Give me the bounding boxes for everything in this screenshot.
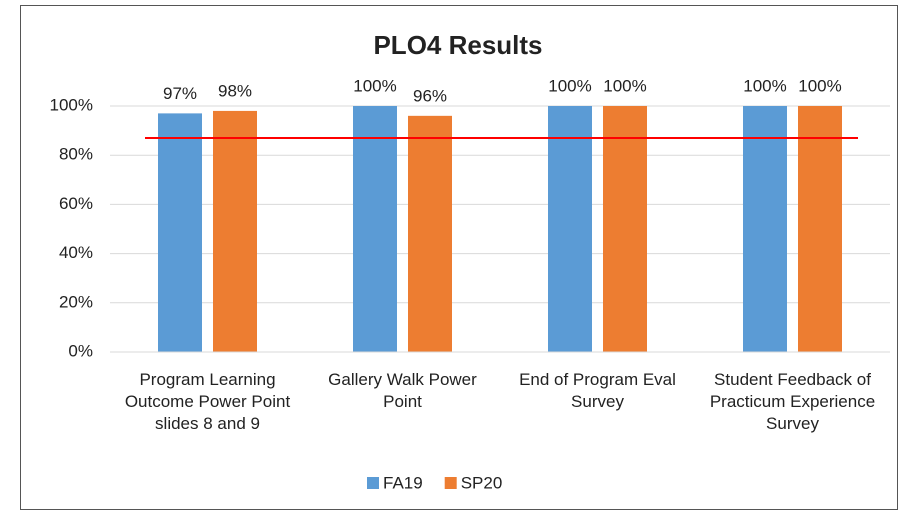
data-label: 100% bbox=[798, 76, 841, 95]
bar bbox=[798, 106, 842, 352]
y-tick-label: 40% bbox=[59, 243, 93, 262]
y-tick-label: 60% bbox=[59, 194, 93, 213]
data-label: 100% bbox=[548, 76, 591, 95]
bar bbox=[603, 106, 647, 352]
data-label: 100% bbox=[743, 76, 786, 95]
data-label: 97% bbox=[163, 84, 197, 103]
data-label: 98% bbox=[218, 81, 252, 100]
y-tick-label: 0% bbox=[68, 341, 93, 360]
x-tick-label: Program Learning Outcome Power Point sli… bbox=[124, 370, 291, 433]
x-tick-label: Student Feedback of Practicum Experience… bbox=[709, 370, 876, 433]
y-tick-label: 20% bbox=[59, 292, 93, 311]
bar bbox=[548, 106, 592, 352]
chart-title: PLO4 Results bbox=[373, 30, 542, 60]
data-label: 96% bbox=[413, 86, 447, 105]
bar bbox=[158, 113, 202, 352]
data-label: 100% bbox=[603, 76, 646, 95]
bar bbox=[408, 115, 452, 352]
y-tick-label: 100% bbox=[50, 95, 93, 114]
legend-swatch bbox=[444, 477, 457, 489]
legend-label: FA19 bbox=[383, 473, 423, 492]
bar bbox=[743, 106, 787, 352]
y-tick-label: 80% bbox=[59, 145, 93, 164]
legend-label: SP20 bbox=[461, 473, 503, 492]
x-tick-label: End of Program Eval Survey bbox=[519, 370, 676, 411]
x-tick-label: Gallery Walk Power Point bbox=[328, 370, 477, 411]
bar bbox=[353, 106, 397, 352]
bar bbox=[213, 110, 257, 352]
legend-swatch bbox=[367, 477, 379, 489]
data-label: 100% bbox=[353, 76, 396, 95]
